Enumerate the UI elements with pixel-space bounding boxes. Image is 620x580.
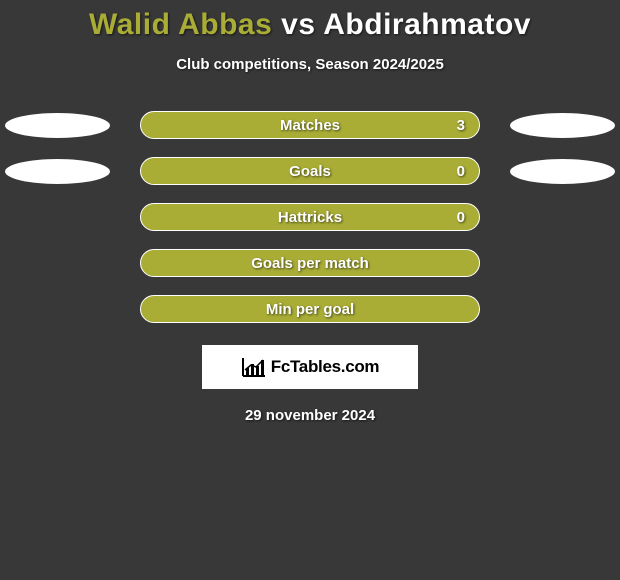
vs-separator: vs <box>281 8 315 41</box>
stat-label: Goals per match <box>251 255 369 272</box>
stat-bar: Hattricks 0 <box>140 203 480 231</box>
source-logo-text: FcTables.com <box>271 357 380 377</box>
stat-label: Hattricks <box>278 209 342 226</box>
right-value-bubble <box>510 113 615 138</box>
stat-bar: Matches 3 <box>140 111 480 139</box>
stat-bar: Goals per match <box>140 249 480 277</box>
stat-row: Goals 0 <box>0 157 620 185</box>
right-value-placeholder <box>510 251 615 276</box>
stat-bar: Min per goal <box>140 295 480 323</box>
stat-label: Matches <box>280 117 340 134</box>
subtitle: Club competitions, Season 2024/2025 <box>0 56 620 73</box>
bar-chart-icon <box>241 356 267 378</box>
page-title: Walid Abbas vs Abdirahmatov <box>0 8 620 42</box>
stat-label: Goals <box>289 163 331 180</box>
source-logo: FcTables.com <box>202 345 418 389</box>
stat-bar: Goals 0 <box>140 157 480 185</box>
stat-label: Min per goal <box>266 301 354 318</box>
left-value-placeholder <box>5 251 110 276</box>
stat-value: 3 <box>457 117 465 134</box>
stat-row: Min per goal <box>0 295 620 323</box>
right-value-bubble <box>510 159 615 184</box>
left-value-placeholder <box>5 205 110 230</box>
comparison-card: Walid Abbas vs Abdirahmatov Club competi… <box>0 0 620 424</box>
player2-name: Abdirahmatov <box>323 8 531 41</box>
stat-row: Matches 3 <box>0 111 620 139</box>
stat-row: Goals per match <box>0 249 620 277</box>
right-value-placeholder <box>510 205 615 230</box>
stat-value: 0 <box>457 163 465 180</box>
date-label: 29 november 2024 <box>0 407 620 424</box>
left-value-bubble <box>5 159 110 184</box>
stat-row: Hattricks 0 <box>0 203 620 231</box>
right-value-placeholder <box>510 297 615 322</box>
stats-list: Matches 3 Goals 0 Hattricks 0 Goals <box>0 111 620 323</box>
stat-value: 0 <box>457 209 465 226</box>
left-value-placeholder <box>5 297 110 322</box>
player1-name: Walid Abbas <box>89 8 272 41</box>
left-value-bubble <box>5 113 110 138</box>
